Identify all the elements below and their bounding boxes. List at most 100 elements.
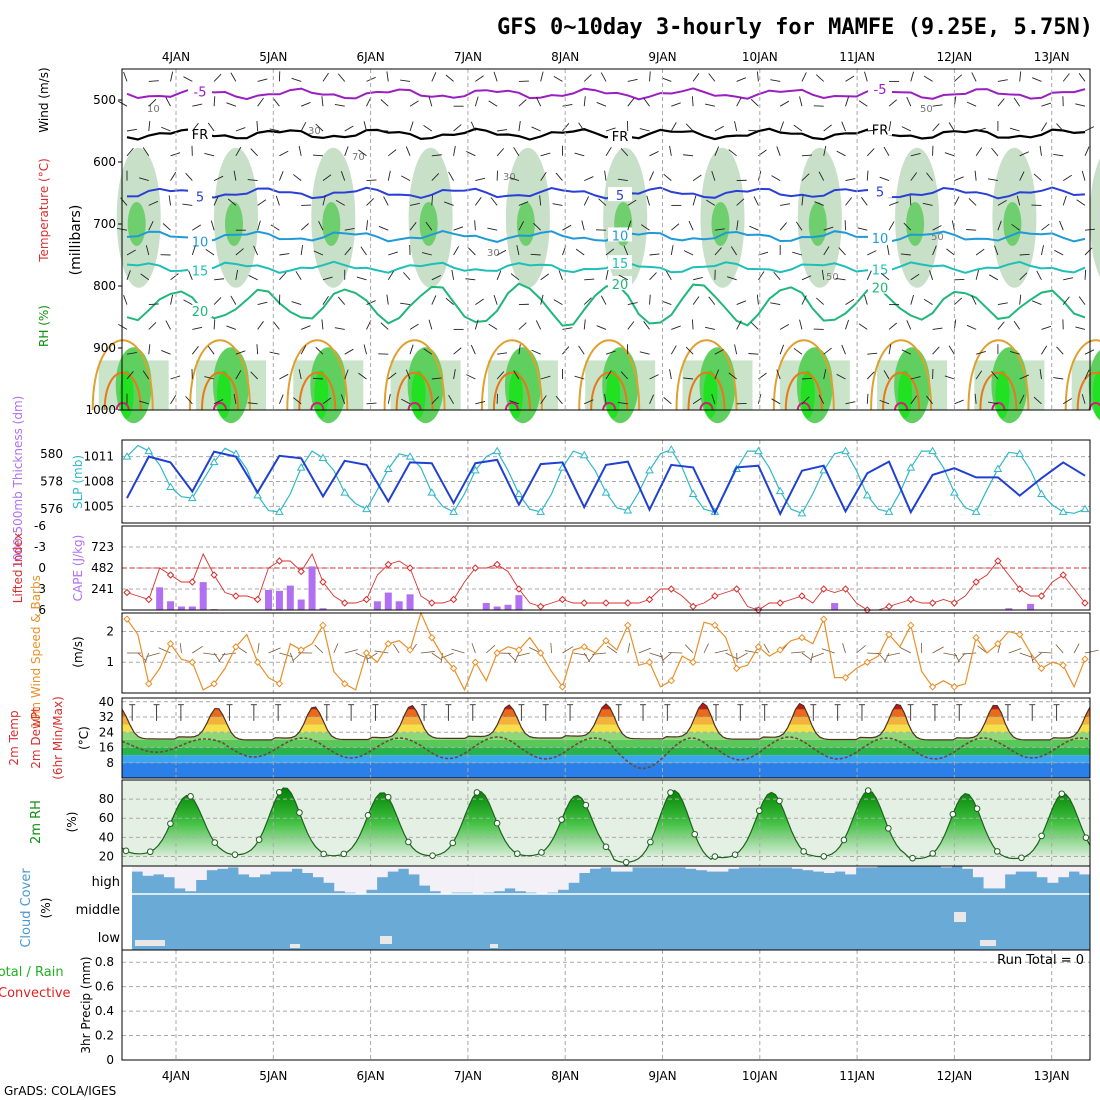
wind-barb [753,196,759,206]
wind-barb [366,220,368,231]
wind-barb [1039,369,1042,380]
temp-contour-25 [286,339,349,411]
wind-barb [182,203,193,206]
wind-barb [605,269,609,280]
cloud-unit-label: (%) [39,898,53,919]
lifted-marker [362,595,371,604]
wind-barb [344,146,349,156]
rh-area [122,788,1090,857]
wind-barb [1054,249,1064,256]
wind-barb [581,220,585,231]
wind-barb [841,121,846,132]
wind-barb [1084,369,1090,380]
wind10m-barb [562,646,574,654]
lifted-marker [841,585,850,593]
wind-barb [649,171,655,181]
rh-marker [1018,854,1025,862]
cloud-clear-bar [962,866,974,869]
wind-barb [736,220,739,231]
wind-barb [858,100,868,107]
wind-barb [944,152,955,157]
wind10m-barb [431,652,443,661]
wind-barb [235,350,246,355]
cape-bar [275,590,283,610]
wind-barb [207,122,215,132]
thickness-marker [536,507,546,515]
bottom-x-tick-label: 12JAN [937,1069,973,1083]
wind-barb [932,225,942,231]
cape-bar [156,587,164,610]
wind-barb [344,247,352,256]
thickness-marker [187,493,197,502]
cape-bar [308,566,316,610]
bottom-x-tick-label: 5JAN [259,1069,287,1083]
temp-contour-label: 10 [192,235,209,250]
cloud-clear-bar [515,866,527,892]
wind-barb [518,99,527,107]
wind-barb [300,345,307,355]
wind10m-marker [471,658,480,666]
wind-barb [1036,270,1042,281]
temp-contour-30 [395,371,434,411]
wind-barb [974,170,977,181]
wind-barb [711,170,716,181]
slp-tick-label: 1005 [83,499,114,513]
cape-axis-label: CAPE (J/kg) [71,535,85,602]
cloud-clear-bar [312,866,324,878]
wind-barb [148,221,154,231]
cloud-clear-bar [621,866,633,872]
wind10m-barb [606,645,618,654]
cloud-clear-bar [802,866,814,871]
wind-barb [574,375,585,380]
thickness-tick-label: 576 [40,502,63,516]
lifted-axis-label: Lifted Index [11,533,25,604]
wind10m-barb [514,652,520,663]
wind-barb [487,227,498,231]
wind-barb [661,77,672,82]
wind-barb [366,179,377,182]
wind-barb [387,271,394,281]
slp-axis-label: SLP (mb) [71,455,85,509]
wind10m-barb [374,650,389,654]
thickness-marker [253,490,263,499]
rh2m-panel: 80 60 40 20 2m RH (%) [29,779,1091,867]
wind10m-marker [580,643,588,651]
top-x-tick-label: 10JAN [742,50,778,64]
wind-barb [555,395,563,405]
cloud-clear-bar [302,866,314,873]
wind-barb [488,100,498,107]
wind-barb [888,344,892,355]
cloud-clear-bar [717,866,729,872]
wind-barb [728,372,737,380]
wind10m-line [126,611,1086,692]
temp-contour-35 [213,402,227,411]
wind-barb [431,295,437,305]
wind-barb [474,319,479,330]
wind-barb [910,152,921,157]
wind-barb [997,220,1002,231]
rh-marker [429,852,436,859]
wind-barb [139,177,149,182]
cloud-clear-bar [1036,866,1048,878]
precip-tick-label: 0.2 [95,1029,114,1043]
wind-barb [387,149,397,157]
lifted-marker [580,599,588,607]
rh-core [808,202,827,246]
wind-barb [474,96,479,107]
wind-barb [823,246,830,256]
cloud-clear-bar [760,866,771,868]
wind-barb [1009,351,1020,355]
wind-barb [670,345,677,355]
lifted-marker [907,595,915,604]
wind-barb [356,276,367,281]
wind-barb [779,121,785,132]
precip-total-label: Total / Rain [0,965,64,980]
rh-marker [364,812,372,819]
cloud-clear-bar [1058,866,1070,878]
precip-tick-label: 0.4 [95,1004,114,1018]
wind-barb [453,145,456,156]
wind-barb [953,319,957,330]
wind-barb [235,146,242,157]
wind10m-panel: 2 1 10m Wind Speed & Barbs (m/s) [29,575,1099,729]
lifted-marker [341,599,349,607]
